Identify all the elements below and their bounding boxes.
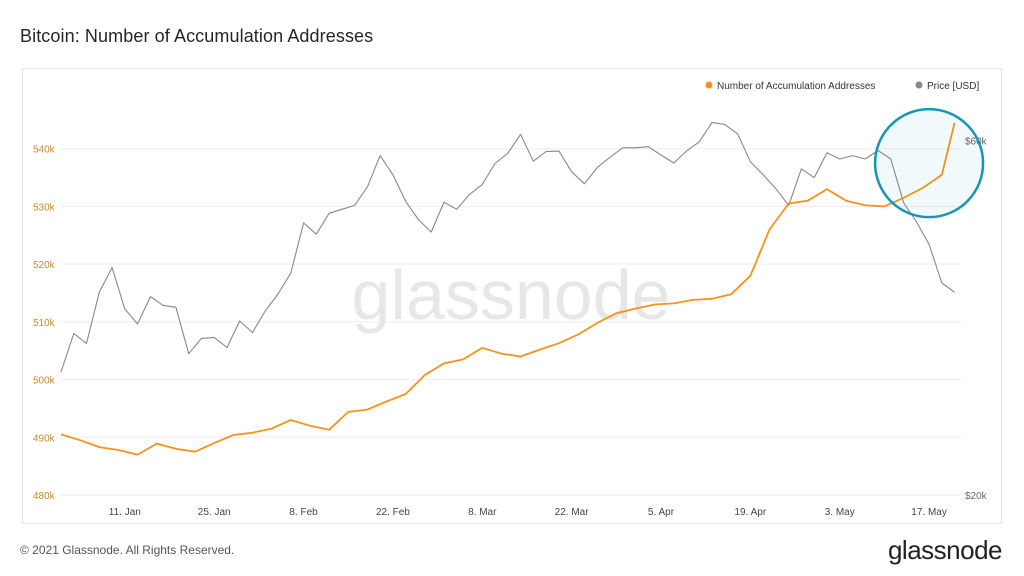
chart-svg: glassnode 480k 490k 500k 510k 520k 530k 540k $20… xyxy=(33,81,988,518)
y-left-tick-label: 530k xyxy=(33,202,56,213)
copyright-text: © 2021 Glassnode. All Rights Reserved. xyxy=(20,543,235,557)
highlight-circle xyxy=(873,107,985,219)
price-series-line xyxy=(60,121,955,373)
y-left-tick-label: 510k xyxy=(33,318,56,329)
x-tick-label: 3. May xyxy=(825,507,855,518)
accumulation-series-line xyxy=(60,122,956,456)
page-title: Bitcoin: Number of Accumulation Addresse… xyxy=(20,26,374,46)
x-tick-label: 11. Jan xyxy=(109,507,141,518)
legend-label: Price [USD] xyxy=(927,81,979,92)
y-left-tick-label: 520k xyxy=(33,260,56,271)
x-tick-label: 5. Apr xyxy=(648,507,675,518)
watermark: glassnode xyxy=(351,256,670,334)
x-tick-label: 22. Feb xyxy=(376,507,410,518)
y-left-tick-label: 490k xyxy=(33,433,56,444)
legend-marker xyxy=(915,81,923,89)
x-tick-label: 8. Mar xyxy=(468,507,497,518)
y-left-tick-label: 540k xyxy=(33,145,56,156)
y-left-tick-label: 480k xyxy=(33,491,56,502)
x-tick-label: 8. Feb xyxy=(289,507,318,518)
y-left-tick-label: 500k xyxy=(33,376,56,387)
x-tick-label: 19. Apr xyxy=(735,507,767,518)
legend-marker xyxy=(705,81,713,89)
x-tick-label: 17. May xyxy=(911,507,947,518)
x-tick-label: 22. Mar xyxy=(555,507,590,518)
x-tick-label: 25. Jan xyxy=(198,507,231,518)
legend-label: Number of Accumulation Addresses xyxy=(717,81,875,92)
y-right-tick-label: $60k xyxy=(965,137,988,148)
chart-area: glassnode 480k 490k 500k 510k 520k 530k 540k $20… xyxy=(22,68,1002,524)
glassnode-logo[interactable]: glassnode xyxy=(887,535,1003,565)
y-right-tick-label: $20k xyxy=(965,491,988,502)
